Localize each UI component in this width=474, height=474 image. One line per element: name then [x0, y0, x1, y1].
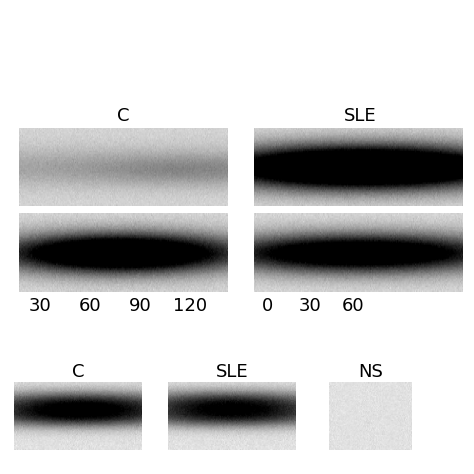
Text: 30: 30 [29, 297, 52, 315]
Text: NS: NS [358, 363, 383, 381]
Text: 90: 90 [128, 297, 151, 315]
Text: 0: 0 [262, 297, 273, 315]
Text: 30: 30 [299, 297, 322, 315]
Text: C: C [117, 107, 129, 125]
Text: 60: 60 [79, 297, 101, 315]
Text: SLE: SLE [344, 107, 376, 125]
Text: SLE: SLE [216, 363, 248, 381]
Text: C: C [72, 363, 84, 381]
Text: 60: 60 [342, 297, 365, 315]
Text: 120: 120 [173, 297, 207, 315]
